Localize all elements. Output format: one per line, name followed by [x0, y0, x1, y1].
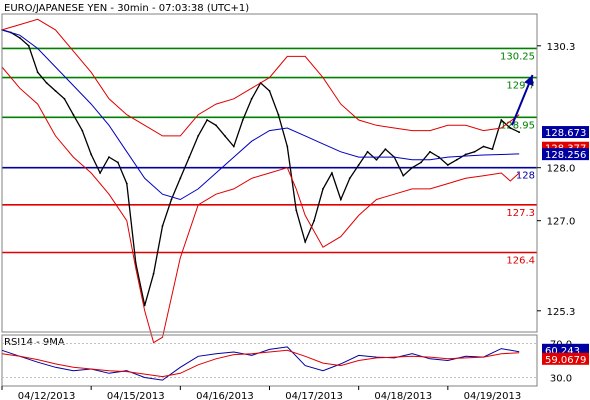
price-point-40: [357, 164, 360, 166]
price-tag-2: 128.256: [542, 148, 589, 161]
series-bollinger_lower: [1, 66, 520, 344]
price-point-17: [152, 272, 155, 275]
price-point-14: [125, 182, 128, 185]
price-tag-0-box: [542, 126, 589, 139]
price-point-41: [366, 150, 369, 153]
x-tick-label-1: 04/15/2013: [107, 391, 165, 400]
price-point-25: [224, 135, 226, 137]
price-point-21: [188, 156, 191, 159]
level-label-5: 126.4: [506, 256, 535, 267]
price-point-18: [161, 225, 164, 227]
price-point-13: [117, 161, 119, 164]
price-point-57: [509, 127, 512, 129]
price-point-35: [313, 219, 315, 222]
rsi-series-rsi_ma: [1, 349, 520, 378]
price-point-50: [446, 164, 449, 166]
price-point-10: [90, 153, 93, 156]
price-point-58: [518, 131, 521, 134]
rsi-tick-label-0: 30.0: [550, 374, 572, 385]
price-point-31: [277, 113, 280, 116]
rsi-title: RSI14 - 9MA: [4, 337, 65, 348]
y-tick-label-3: 130.3: [547, 42, 576, 53]
price-point-2: [18, 36, 21, 39]
rsi-tag-0-text: 60.243: [545, 346, 580, 357]
price-tag-2-box: [542, 148, 589, 161]
price-point-46: [411, 166, 414, 169]
price-tag-0-text: 128.673: [545, 128, 586, 139]
x-tick-label-4: 04/18/2013: [374, 391, 432, 400]
price-point-12: [108, 156, 110, 159]
level-label-1: 129.7: [506, 81, 535, 92]
y-tick-label-2: 128.0: [547, 164, 576, 175]
price-point-24: [215, 124, 217, 127]
price-point-16: [143, 304, 146, 307]
price-point-23: [206, 119, 208, 121]
price-panel-frame: [1, 13, 538, 333]
y-tick-label-1: 127.0: [547, 217, 576, 228]
price-point-26: [232, 145, 235, 148]
price-point-37: [331, 172, 333, 174]
price-point-5: [45, 82, 48, 84]
arrow-head-0: [524, 74, 534, 87]
price-point-49: [438, 156, 440, 159]
rsi-tag-1-box: [542, 352, 589, 365]
x-tick-label-5: 04/19/2013: [464, 391, 522, 400]
price-point-39: [348, 177, 351, 180]
price-point-6: [54, 89, 57, 92]
x-tick-label-2: 04/16/2013: [196, 391, 254, 400]
price-point-22: [197, 135, 200, 137]
price-tag-0: 128.673: [542, 126, 589, 139]
price-point-33: [295, 209, 298, 212]
level-label-0: 130.25: [500, 51, 535, 62]
x-tick-label-3: 04/17/2013: [285, 391, 343, 400]
rsi-tag-1: 59.0679: [542, 352, 589, 366]
level-label-4: 127.3: [506, 208, 535, 219]
price-point-38: [339, 198, 342, 201]
price-point-36: [322, 188, 324, 190]
price-tag-2-text: 128.256: [545, 150, 586, 161]
x-tick-label-0: 04/12/2013: [18, 391, 76, 400]
price-point-52: [464, 153, 467, 156]
level-label-3: 128: [516, 171, 535, 182]
price-point-34: [304, 241, 307, 243]
price-point-27: [241, 119, 244, 121]
y-tick-label-0: 125.3: [547, 307, 576, 318]
price-point-56: [500, 119, 503, 121]
price-point-55: [491, 148, 494, 151]
price-point-9: [81, 129, 84, 132]
series-moving_average: [1, 29, 520, 201]
rsi-tag-1-text: 59.0679: [545, 355, 586, 366]
price-point-54: [482, 145, 485, 148]
level-label-2: 128.95: [500, 120, 535, 131]
price-point-11: [99, 172, 101, 174]
price-point-3: [27, 44, 30, 47]
price-point-51: [455, 158, 458, 161]
price-point-4: [36, 71, 39, 74]
price-point-30: [268, 89, 271, 92]
chart-title: EURO/JAPANESE YEN - 30min - 07:03:38 (UT…: [4, 3, 249, 14]
price-point-53: [473, 150, 476, 153]
price-point-47: [420, 161, 422, 164]
price-point-48: [429, 150, 431, 153]
price-point-28: [250, 97, 253, 100]
price-point-20: [179, 177, 182, 180]
price-point-32: [286, 145, 289, 148]
price-point-7: [63, 97, 66, 100]
price-point-43: [384, 148, 387, 151]
price-point-45: [402, 174, 405, 177]
price-point-42: [375, 158, 378, 161]
price-point-8: [72, 113, 75, 116]
series-bollinger_upper: [1, 18, 520, 137]
price-point-19: [170, 198, 173, 201]
